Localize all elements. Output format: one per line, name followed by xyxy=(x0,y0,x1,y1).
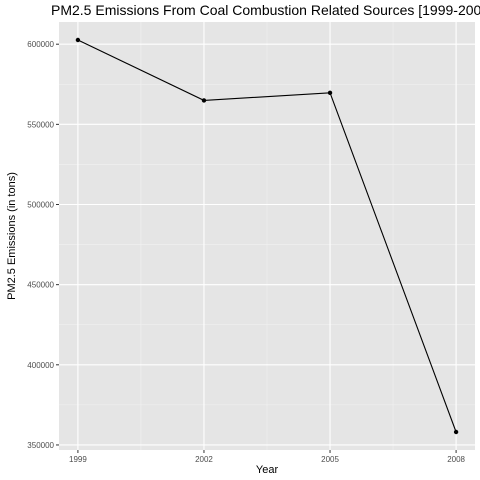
y-axis-title: PM2.5 Emissions (in tons) xyxy=(6,172,18,300)
y-tick-label: 400000 xyxy=(27,361,54,370)
y-tick-label: 550000 xyxy=(27,120,54,129)
series-line xyxy=(77,39,457,433)
x-tick-label: 2002 xyxy=(195,455,213,464)
y-axis-ticks: 350000 400000 450000 500000 550000 600000 xyxy=(27,40,59,450)
chart-title: PM2.5 Emissions From Coal Combustion Rel… xyxy=(51,2,480,18)
grid-major xyxy=(59,22,475,450)
y-tick-label: 450000 xyxy=(27,281,54,290)
x-tick-label: 1999 xyxy=(69,455,87,464)
data-point xyxy=(75,37,81,43)
x-tick-label: 2008 xyxy=(447,455,465,464)
y-tick-label: 350000 xyxy=(27,441,54,450)
data-points xyxy=(75,37,459,435)
x-axis-title: Year xyxy=(256,464,279,476)
data-point xyxy=(327,90,333,96)
y-tick-label: 600000 xyxy=(27,40,54,49)
data-point xyxy=(201,98,207,103)
data-point xyxy=(453,429,459,435)
x-axis-ticks: 1999 2002 2005 2008 xyxy=(69,450,466,464)
x-tick-label: 2005 xyxy=(321,455,339,464)
y-tick-label: 500000 xyxy=(27,201,54,210)
grid-minor xyxy=(59,22,475,450)
